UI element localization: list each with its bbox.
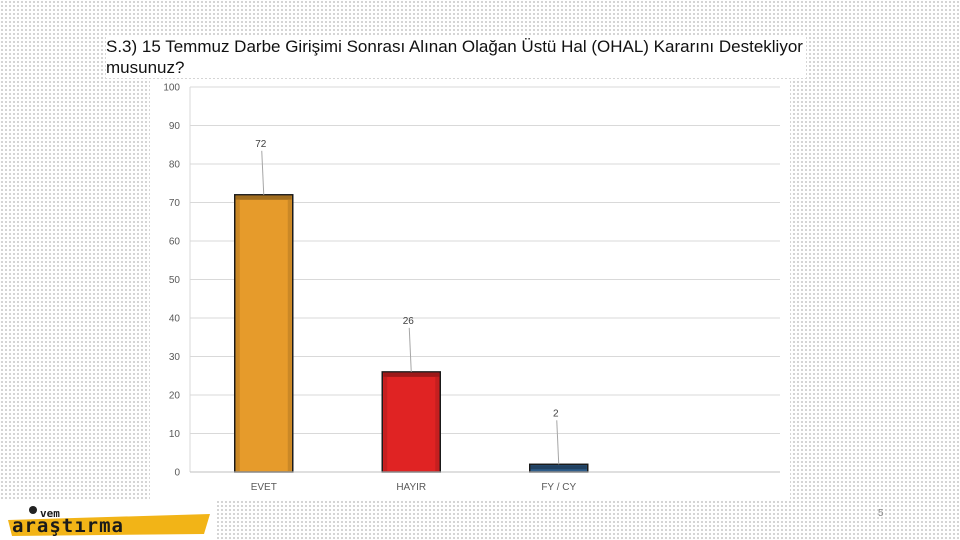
y-tick-label: 30 xyxy=(169,352,181,363)
data-label-leader xyxy=(261,150,265,195)
svg-text:araştırma: araştırma xyxy=(12,515,124,537)
x-tick-label: HAYIR xyxy=(396,482,426,493)
y-tick-label: 0 xyxy=(174,468,180,479)
data-label: 72 xyxy=(255,139,267,150)
page-number: 5 xyxy=(878,508,884,519)
y-tick-label: 60 xyxy=(169,237,181,248)
svg-text:vem: vem xyxy=(40,507,60,520)
data-label: 2 xyxy=(553,408,559,419)
y-tick-label: 10 xyxy=(169,429,181,440)
y-tick-label: 80 xyxy=(169,160,181,171)
data-label-leader xyxy=(408,327,412,372)
bar xyxy=(234,194,294,473)
y-tick-label: 50 xyxy=(169,275,181,286)
bar-bevel-top xyxy=(383,372,440,377)
logo-graphic: araştırma vem xyxy=(8,506,210,537)
bar-bevel-top xyxy=(235,195,292,200)
y-tick-label: 90 xyxy=(169,121,181,132)
x-tick-label: FY / CY xyxy=(541,482,576,493)
chart-svg: 0 10 20 30 40 50 60 70 80 90 100 72 EVET 26 HAYIR 2 FY /… xyxy=(163,83,780,493)
y-tick-label: 100 xyxy=(163,83,180,94)
y-tick-label: 20 xyxy=(169,391,181,402)
bar-bevel-side xyxy=(235,199,240,472)
bar-bevel-top xyxy=(530,465,587,470)
slide-title: S.3) 15 Temmuz Darbe Girişimi Sonrası Al… xyxy=(106,36,806,78)
data-label-leader xyxy=(556,420,560,465)
x-tick-label: EVET xyxy=(251,482,277,493)
company-logo: araştırma vem xyxy=(0,500,215,540)
bar-chart: 0 10 20 30 40 50 60 70 80 90 100 72 EVET 26 HAYIR 2 FY /… xyxy=(150,80,790,500)
y-tick-label: 70 xyxy=(169,198,181,209)
bar-bevel-side xyxy=(383,376,388,471)
y-tick-label: 40 xyxy=(169,314,181,325)
bar xyxy=(381,371,441,473)
bar-bevel-side xyxy=(287,199,292,472)
bar-bevel-side xyxy=(435,376,440,471)
data-label: 26 xyxy=(403,316,415,327)
